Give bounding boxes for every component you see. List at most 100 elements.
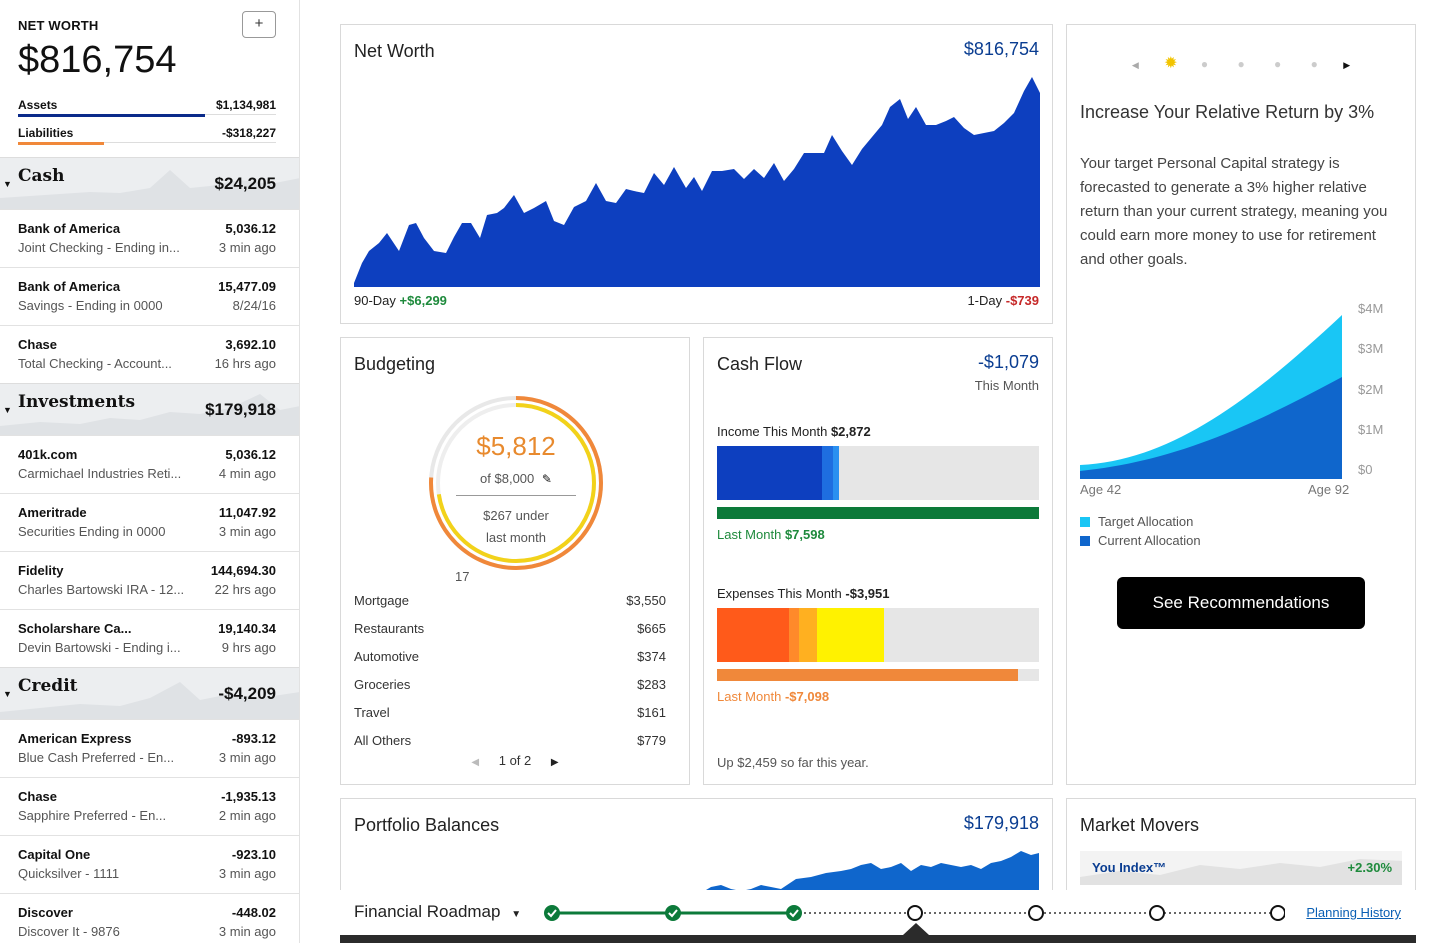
chevron-right-icon[interactable]: ▶ <box>550 757 559 768</box>
section-header-investments[interactable]: ▼ Investments $179,918 <box>0 383 299 435</box>
pencil-icon[interactable]: ✎ <box>541 472 552 486</box>
credit-sparkline <box>0 682 299 719</box>
account-detail: Total Checking - Account... <box>18 356 172 371</box>
carousel-dot[interactable]: ● <box>1274 57 1282 71</box>
income-bar-fill <box>717 446 839 500</box>
budget-day-marker: 17 <box>455 569 470 584</box>
account-updated: 9 hrs ago <box>221 640 276 655</box>
last-month-expenses: Last Month -$7,098 <box>717 689 829 704</box>
roadmap-step-complete <box>544 905 560 921</box>
budget-row[interactable]: Restaurants $665 <box>354 621 666 636</box>
section-header-credit[interactable]: ▼ Credit -$4,209 <box>0 667 299 719</box>
index-change: +2.30% <box>1347 860 1392 875</box>
account-row[interactable]: Bank of America Joint Checking - Ending … <box>0 209 299 267</box>
account-row[interactable]: Bank of America Savings - Ending in 0000… <box>0 267 299 325</box>
caret-down-icon: ▼ <box>3 405 12 415</box>
budget-total[interactable]: of $8,000 ✎ <box>426 471 606 486</box>
income-label-text: Income This Month <box>717 424 828 439</box>
income-bar[interactable] <box>717 446 1039 500</box>
y-tick: $3M <box>1358 341 1384 356</box>
budget-row[interactable]: Groceries $283 <box>354 677 666 692</box>
y-tick: $0 <box>1358 462 1373 477</box>
chevron-left-icon[interactable]: ◀ <box>471 757 480 768</box>
assets-value: $1,134,981 <box>215 98 276 112</box>
roadmap-step <box>1028 905 1044 921</box>
income-value: $2,872 <box>830 424 871 439</box>
budget-row[interactable]: All Others $779 <box>354 733 666 748</box>
section-header-cash[interactable]: ▼ Cash $24,205 <box>0 157 299 209</box>
expenses-label-text: Expenses This Month <box>717 586 842 601</box>
account-name: Bank of America <box>18 279 121 294</box>
cash-flow-note: Up $2,459 so far this year. <box>717 755 869 770</box>
account-updated: 4 min ago <box>218 466 276 481</box>
budget-ring[interactable]: $5,812 of $8,000 ✎ $267 under last month <box>426 393 606 573</box>
account-updated: 3 min ago <box>218 924 276 939</box>
one-day-label: 1-Day <box>967 293 1003 308</box>
add-account-button[interactable]: + <box>242 11 276 38</box>
account-row[interactable]: Chase Total Checking - Account... 3,692.… <box>0 325 299 383</box>
account-row[interactable]: 401k.com Carmichael Industries Reti... 5… <box>0 435 299 493</box>
budgeting-card[interactable]: Budgeting $5,812 of $8,000 ✎ $267 under … <box>340 337 690 785</box>
chevron-left-icon[interactable]: ◀ <box>1131 60 1139 70</box>
see-recommendations-button[interactable]: See Recommendations <box>1117 577 1365 629</box>
roadmap-step <box>1270 905 1285 921</box>
account-row[interactable]: Discover Discover It - 9876 -448.02 3 mi… <box>0 893 299 943</box>
liabilities-row[interactable]: Liabilities -$318,227 <box>18 126 276 145</box>
budget-row[interactable]: Travel $161 <box>354 705 666 720</box>
roadmap-step <box>907 905 923 921</box>
financial-roadmap-toggle[interactable]: Financial Roadmap ▼ <box>354 902 521 922</box>
net-worth-area <box>354 77 1040 287</box>
account-amount: 144,694.30 <box>210 563 276 578</box>
account-row[interactable]: Capital One Quicksilver - 1111 -923.10 3… <box>0 835 299 893</box>
lightbulb-icon[interactable]: ✹ <box>1164 55 1178 72</box>
last-month-income-label: Last Month <box>717 527 782 542</box>
net-worth-label: NET WORTH <box>18 18 99 33</box>
budget-row[interactable]: Automotive $374 <box>354 649 666 664</box>
section-name-credit: Credit <box>18 676 78 696</box>
index-row[interactable]: You Index™ +2.30% <box>1080 851 1402 885</box>
account-updated: 22 hrs ago <box>214 582 276 597</box>
account-row[interactable]: Chase Sapphire Preferred - En... -1,935.… <box>0 777 299 835</box>
card-title: Net Worth <box>354 41 435 61</box>
projection-chart <box>1080 315 1342 479</box>
account-row[interactable]: Fidelity Charles Bartowski IRA - 12... 1… <box>0 551 299 609</box>
card-title: Portfolio Balances <box>354 815 500 835</box>
budget-category: Groceries <box>354 677 411 692</box>
budget-row[interactable]: Mortgage $3,550 <box>354 593 666 608</box>
financial-roadmap-bar: Financial Roadmap ▼ Planning History <box>340 890 1416 943</box>
account-updated: 2 min ago <box>218 808 276 823</box>
card-title: Budgeting <box>354 354 436 374</box>
legend-swatch-current <box>1080 536 1090 546</box>
portfolio-area-chart <box>701 851 1039 893</box>
account-row[interactable]: American Express Blue Cash Preferred - E… <box>0 719 299 777</box>
recommendation-card[interactable]: ◀ ✹ ● ● ● ● ▶ Increase Your Relative Ret… <box>1066 24 1416 785</box>
chevron-right-icon[interactable]: ▶ <box>1343 60 1351 70</box>
one-day-change: 1-Day -$739 <box>967 293 1039 308</box>
carousel-dot[interactable]: ● <box>1310 57 1318 71</box>
account-name: Chase <box>18 337 58 352</box>
cash-flow-card[interactable]: Cash Flow -$1,079 This Month Income This… <box>703 337 1053 785</box>
budget-category: All Others <box>354 733 412 748</box>
account-name: Scholarshare Ca... <box>18 621 132 636</box>
y-tick: $1M <box>1358 422 1384 437</box>
carousel-dot[interactable]: ● <box>1237 57 1245 71</box>
account-detail: Carmichael Industries Reti... <box>18 466 182 481</box>
budget-amount: $3,550 <box>626 593 666 608</box>
cash-sparkline <box>0 170 299 209</box>
account-row[interactable]: Scholarshare Ca... Devin Bartowski - End… <box>0 609 299 667</box>
account-name: Capital One <box>18 847 91 862</box>
assets-row[interactable]: Assets $1,134,981 <box>18 98 276 117</box>
net-worth-card[interactable]: Net Worth $816,754 90-Day +$6,299 1-Day … <box>340 24 1053 324</box>
x-tick-end: Age 92 <box>1308 482 1350 497</box>
pager-text: 1 of 2 <box>498 753 532 768</box>
carousel-dot[interactable]: ● <box>1200 57 1209 71</box>
account-name: Fidelity <box>18 563 64 578</box>
roadmap-step-complete <box>665 905 681 921</box>
planning-history-link[interactable]: Planning History <box>1306 905 1401 920</box>
budget-total-label: of $8,000 <box>480 471 535 486</box>
expenses-bar[interactable] <box>717 608 1039 662</box>
account-detail: Joint Checking - Ending in... <box>18 240 180 255</box>
account-row[interactable]: Ameritrade Securities Ending in 0000 11,… <box>0 493 299 551</box>
account-detail: Quicksilver - 1111 <box>18 866 120 881</box>
net-worth-value: $816,754 <box>18 39 177 81</box>
